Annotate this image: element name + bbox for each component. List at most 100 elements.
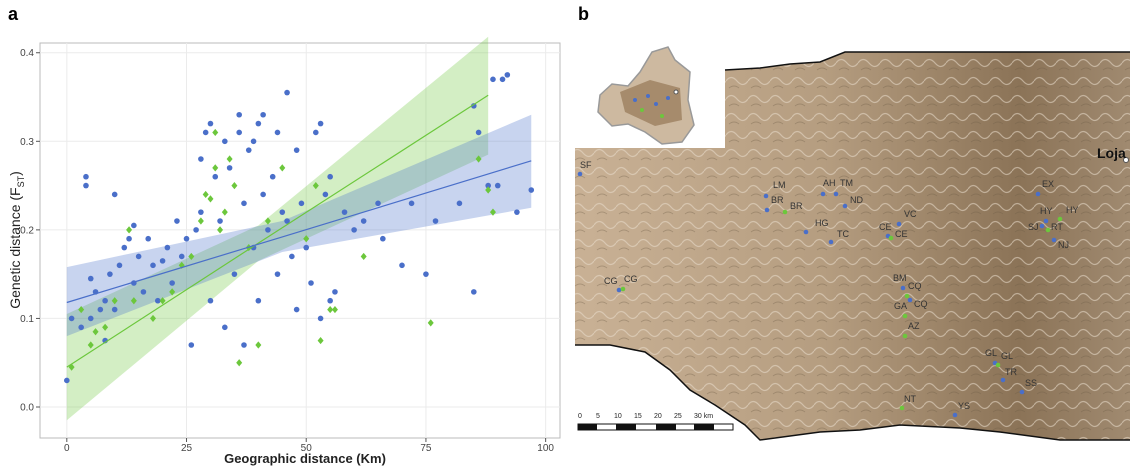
point [136,254,142,260]
site-label: AH [823,178,836,188]
site-point [578,172,583,177]
point [284,90,290,96]
map: SFLMBRBRAHTMNDHGTCVCCECEEXHYHYSJRTNJCGCG… [575,47,1130,440]
inset-map [598,47,694,144]
y-tick-label: 0.3 [20,137,34,148]
x-tick-label: 25 [181,443,193,454]
scale-label: 10 [614,413,622,420]
point [112,192,118,198]
point [294,147,300,153]
site-point [1046,228,1051,233]
site-point [1052,238,1057,243]
site-point [996,363,1001,368]
site-point [765,208,770,213]
scale-bar-segment [616,424,636,430]
point [294,307,300,313]
site-label: TC [837,229,849,239]
site-label: CG [624,274,638,284]
point [251,139,257,145]
site-label: GA [894,301,907,311]
site-label: BR [790,201,803,211]
site-point [617,288,622,293]
x-tick-label: 0 [64,443,70,454]
point [351,227,357,233]
point [150,262,156,268]
scale-bar-segment [694,424,714,430]
site-label: ND [850,195,863,205]
inset-point [666,96,670,100]
site-point [1040,224,1045,229]
point [409,201,415,207]
point [212,174,218,180]
point [318,121,324,127]
point [303,245,309,251]
point [270,174,276,180]
point [121,245,127,251]
point [256,298,262,304]
site-label: HY [1066,205,1079,215]
scale-labels: 051015202530 km [578,413,713,420]
point [98,307,104,313]
x-tick-label: 100 [537,443,554,454]
inset-point [640,108,644,112]
inset-point [646,94,650,98]
point [476,130,482,136]
figure: a b Geographic distance (Km) Genetic dis… [0,0,1130,468]
site-label: RT [1051,222,1063,232]
site-label: LM [773,180,786,190]
point [236,112,242,118]
site-point [897,222,902,227]
point [495,183,501,189]
point [457,201,463,207]
site-point [901,286,906,291]
point [78,324,84,330]
point [64,378,70,384]
scale-label: 25 [674,413,682,420]
site-label: GL [985,348,997,358]
point [189,342,195,348]
point [289,254,295,260]
point [208,298,214,304]
site-point [1036,192,1041,197]
point [169,280,175,286]
point [184,236,190,242]
scale-label: 20 [654,413,662,420]
scale-label: 5 [596,413,600,420]
site-point [900,406,905,411]
point [256,121,262,127]
point [505,72,511,78]
point [203,130,209,136]
point [160,258,166,264]
scale-bar-segment [656,424,676,430]
point [141,289,147,295]
point [83,183,89,189]
point [361,218,367,224]
point [69,316,75,322]
site-label: BR [771,195,784,205]
point [107,271,113,277]
point [232,271,238,277]
scale-bar [578,424,733,430]
point [500,77,506,83]
site-point [843,204,848,209]
site-point [905,294,910,299]
y-tick-label: 0.0 [20,403,34,414]
inset-city [674,90,678,94]
point [332,289,338,295]
inset-point [660,114,664,118]
point [375,201,381,207]
point [318,316,324,322]
point [241,342,247,348]
point [490,77,496,83]
point [275,130,281,136]
point [246,147,252,153]
point [323,192,329,198]
site-point [1044,219,1049,224]
site-point [1001,378,1006,383]
y-axis-label-main: Genetic distance (F [7,187,23,308]
point [313,130,319,136]
point [217,218,223,224]
scale-label: 0 [578,413,582,420]
point [260,192,266,198]
site-label: EX [1042,179,1054,189]
